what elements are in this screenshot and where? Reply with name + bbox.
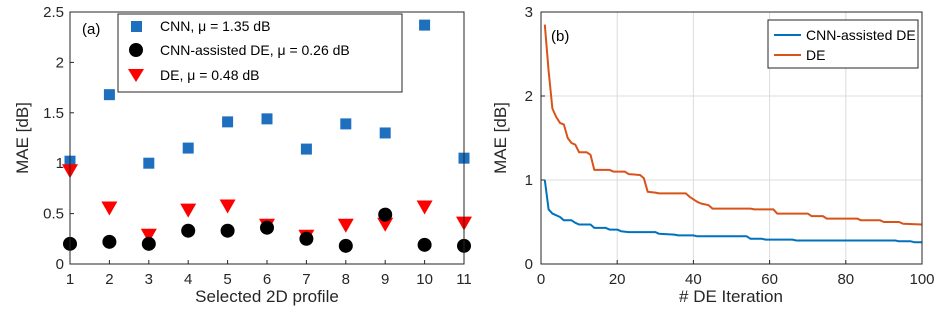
chart-a-x-axis-label: Selected 2D profile xyxy=(195,287,339,306)
de-point xyxy=(101,201,118,216)
legend-cnn-assisted-de-label: CNN-assisted DE, μ = 0.26 dB xyxy=(160,42,350,58)
chart-b-axes-box xyxy=(540,11,923,265)
chart-a-x-tick-label: 1 xyxy=(66,271,74,288)
legend-de-mean: , μ = 0.48 dB xyxy=(179,67,259,83)
de-point xyxy=(140,228,157,243)
cnn-assisted-de-point xyxy=(299,231,314,246)
chart-a-y-tick-label: 0.5 xyxy=(43,206,64,223)
chart-b-x-tick-label: 100 xyxy=(909,271,934,288)
cnn-assisted-de-point xyxy=(220,223,235,238)
chart-a: 1 2 3 4 5 6 7 8 9 10 11 0 0.5 1 1.5 2 2.5 (a) Selected 2… xyxy=(13,4,472,306)
legend-cnn-assisted-de-name: CNN-assisted DE xyxy=(160,42,270,58)
chart-b-panel-label: (b) xyxy=(551,28,569,45)
chart-a-x-tick-label: 7 xyxy=(302,271,310,288)
cnn-point xyxy=(103,89,115,101)
legend-de-label: DE, μ = 0.48 dB xyxy=(160,67,260,83)
chart-b-x-axis-label: # DE Iteration xyxy=(679,287,783,306)
cnn-assisted-de-point xyxy=(181,223,196,238)
cnn-assisted-de-point xyxy=(141,236,156,251)
chart-b-x-tick-label: 40 xyxy=(685,271,702,288)
chart-a-panel-label: (a) xyxy=(82,21,100,38)
chart-b-x-tick-label: 60 xyxy=(761,271,778,288)
chart-a-y-tick-label: 2.5 xyxy=(43,4,64,21)
chart-a-ticks: 1 2 3 4 5 6 7 8 9 10 11 0 0.5 1 1.5 2 2.5 xyxy=(43,4,472,288)
chart-b-marks xyxy=(543,24,923,244)
legend-cnn-mean: , μ = 1.35 dB xyxy=(190,18,270,34)
chart-a-axes-box xyxy=(69,11,465,265)
chart-b-ticks: 0 20 40 60 80 100 0 1 2 3 xyxy=(525,4,935,288)
cnn-point xyxy=(379,127,391,139)
chart-a-x-tick-label: 5 xyxy=(223,271,231,288)
chart-b: 0 20 40 60 80 100 0 1 2 3 (b) # DE Iteration MAE … xyxy=(491,4,935,306)
chart-a-y-tick-label: 1.5 xyxy=(43,105,64,122)
chart-a-x-tick-label: 3 xyxy=(145,271,153,288)
cnn-point xyxy=(222,116,234,128)
cnn-assisted-de-point xyxy=(102,234,117,249)
cnn-point xyxy=(340,118,352,130)
chart-a-x-tick-label: 4 xyxy=(184,271,192,288)
chart-b-x-tick-label: 80 xyxy=(837,271,854,288)
legend-cnn-assisted-de-mean: , μ = 0.26 dB xyxy=(270,42,350,58)
de-point xyxy=(219,199,236,214)
chart-b-y-axis-label: MAE [dB] xyxy=(491,102,510,174)
chart-b-y-tick-label: 2 xyxy=(525,88,533,105)
de-point xyxy=(180,203,197,218)
de-point xyxy=(377,217,394,232)
chart-a-x-tick-label: 6 xyxy=(263,271,271,288)
chart-a-x-tick-label: 2 xyxy=(105,271,113,288)
chart-a-y-tick-label: 2 xyxy=(56,54,64,71)
cnn-point xyxy=(300,143,312,155)
cnn-point xyxy=(182,142,194,154)
cnn-assisted-de-point xyxy=(417,237,432,252)
cnn-assisted-de-point xyxy=(260,220,274,235)
cnn-point xyxy=(143,157,155,169)
chart-b-legend-box xyxy=(767,19,919,69)
chart-b-y-tick-label: 3 xyxy=(525,4,533,21)
chart-a-x-tick-label: 8 xyxy=(342,271,350,288)
chart-b-y-tick-label: 1 xyxy=(525,172,533,189)
chart-a-x-tick-label: 10 xyxy=(416,271,433,288)
legend-b-cnn-assisted-de-label: CNN-assisted DE xyxy=(806,27,916,43)
chart-a-x-tick-label: 9 xyxy=(381,271,389,288)
cnn-point xyxy=(419,19,431,31)
cnn-assisted-de-point xyxy=(378,207,393,222)
de-point xyxy=(337,218,354,233)
cnn-assisted-de-point xyxy=(338,238,353,253)
chart-b-y-tick-label: 0 xyxy=(525,256,533,273)
chart-a-y-tick-label: 1 xyxy=(56,155,64,172)
chart-a-y-tick-label: 0 xyxy=(56,256,64,273)
chart-b-legend: CNN-assisted DE DE xyxy=(767,19,919,69)
legend-b-de-label: DE xyxy=(806,47,825,63)
cnn-assisted-de-line xyxy=(543,179,922,244)
chart-a-x-tick-label: 11 xyxy=(456,271,472,288)
chart-a-y-axis-label: MAE [dB] xyxy=(13,102,32,174)
legend-cnn-marker xyxy=(131,21,142,32)
chart-b-x-tick-label: 0 xyxy=(537,271,545,288)
legend-cnn-assisted-de-marker xyxy=(129,43,143,57)
chart-a-legend: CNN, μ = 1.35 dB CNN-assisted DE, μ = 0.… xyxy=(117,13,403,93)
chart-a-legend-box xyxy=(117,13,403,93)
legend-de-marker xyxy=(128,69,144,82)
cnn-point xyxy=(261,113,273,125)
legend-de-name: DE xyxy=(160,67,179,83)
legend-cnn-name: CNN xyxy=(160,18,190,34)
de-line xyxy=(543,24,923,226)
chart-b-x-tick-label: 20 xyxy=(609,271,626,288)
de-point xyxy=(416,200,433,215)
legend-cnn-label: CNN, μ = 1.35 dB xyxy=(160,18,270,34)
